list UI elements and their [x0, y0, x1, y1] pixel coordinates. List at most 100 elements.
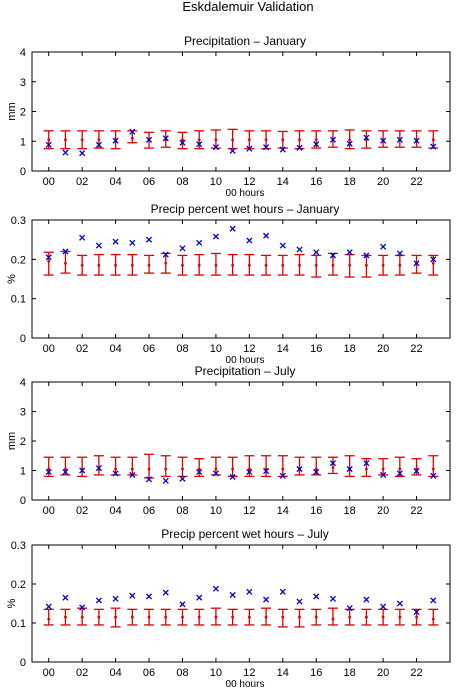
data-point [95, 465, 102, 472]
data-point [112, 137, 119, 144]
data-point [279, 146, 286, 153]
data-point-stroke [196, 594, 203, 601]
data-point [79, 467, 86, 474]
error-bar-centre [247, 263, 251, 267]
error-bar-centre [231, 467, 235, 471]
data-point [346, 605, 353, 612]
y-tick-label: 4 [20, 47, 26, 59]
data-point [430, 143, 437, 150]
data-point [246, 468, 253, 476]
error-bar-centre [197, 263, 201, 267]
data-point-stroke [413, 260, 420, 267]
data-point [45, 254, 52, 261]
data-point [229, 147, 236, 154]
error-bar-centre [281, 138, 285, 142]
data-point-stroke [246, 588, 253, 595]
x-tick-label: 10 [210, 505, 222, 517]
error-bar-centre [114, 467, 117, 471]
error-bar-centre [97, 615, 101, 619]
data-point-stroke [129, 239, 136, 246]
data-point [313, 593, 320, 600]
x-tick-label: 08 [176, 667, 188, 679]
data-point-stroke [162, 477, 169, 484]
series-observed [45, 128, 437, 157]
x-tick-label: 22 [410, 667, 422, 679]
error-bar-centre [114, 615, 117, 619]
data-point-stroke [346, 140, 353, 147]
error-bar-centre [164, 615, 168, 619]
data-point [212, 144, 219, 151]
x-tick-label: 10 [210, 343, 222, 355]
x-tick-label: 18 [344, 176, 356, 188]
data-point [430, 472, 437, 479]
error-bar-centre [214, 467, 218, 471]
data-point [380, 243, 387, 250]
data-point [112, 470, 119, 477]
data-point-stroke [179, 475, 186, 482]
chart-title: Precipitation – January [184, 34, 306, 48]
data-point [413, 260, 420, 267]
data-point [363, 252, 370, 259]
x-tick-label: 02 [76, 176, 88, 188]
error-bar-centre [281, 467, 285, 471]
y-tick-label: 0.2 [11, 254, 26, 266]
data-point-stroke [296, 598, 303, 605]
data-point [346, 140, 353, 147]
data-point [380, 471, 387, 478]
data-point-stroke [279, 588, 286, 595]
data-point [62, 248, 69, 255]
error-bar-centre [398, 615, 402, 619]
series-observed [45, 585, 437, 616]
series-observed [45, 460, 437, 484]
error-bar-centre [181, 467, 184, 471]
data-point-stroke [45, 603, 52, 610]
x-tick-label: 22 [410, 176, 422, 188]
error-bar-centre [47, 259, 51, 263]
data-point-stroke [363, 460, 370, 467]
data-point-stroke [396, 136, 403, 143]
x-tick-label: 16 [310, 505, 322, 517]
data-point-stroke [79, 604, 86, 611]
error-bar-centre [298, 615, 301, 619]
data-point-stroke [129, 592, 136, 599]
x-tick-label: 10 [210, 667, 222, 679]
data-point-stroke [430, 597, 437, 604]
data-point-stroke [413, 609, 420, 616]
data-point-stroke [296, 465, 303, 473]
y-axis-label: % [6, 598, 18, 608]
data-point-stroke [145, 476, 153, 483]
data-point-stroke [263, 596, 270, 603]
error-bar-centre [298, 263, 301, 267]
data-point [162, 135, 169, 142]
figure-title: Eskdalemuir Validation [182, 0, 313, 14]
error-bar-centre [281, 263, 285, 267]
error-bar-centre [398, 263, 402, 267]
y-tick-label: 3 [20, 407, 26, 419]
x-tick-label: 18 [344, 505, 356, 517]
data-point [296, 144, 303, 151]
x-tick-label: 10 [210, 176, 222, 188]
error-bar-centre [314, 263, 318, 267]
x-tick-label: 00 [43, 176, 55, 188]
data-point [279, 242, 286, 249]
error-bar-centre [197, 138, 201, 142]
data-point-stroke [79, 150, 86, 157]
series-model-range [43, 607, 439, 628]
data-point [112, 238, 119, 245]
error-bar-centre [181, 263, 184, 267]
data-point-stroke [112, 470, 119, 477]
y-tick-label: 2 [20, 436, 26, 448]
y-tick-label: 0.2 [11, 579, 26, 591]
data-point-stroke [296, 144, 303, 151]
x-tick-label: 06 [143, 343, 155, 355]
data-point [430, 597, 437, 604]
data-point [329, 460, 337, 467]
x-tick-label: 14 [277, 667, 289, 679]
data-point [246, 237, 253, 244]
data-point [396, 250, 403, 257]
data-point-stroke [296, 246, 303, 253]
x-tick-label: 04 [109, 667, 121, 679]
error-bar-centre [47, 467, 51, 471]
data-point [363, 134, 370, 141]
